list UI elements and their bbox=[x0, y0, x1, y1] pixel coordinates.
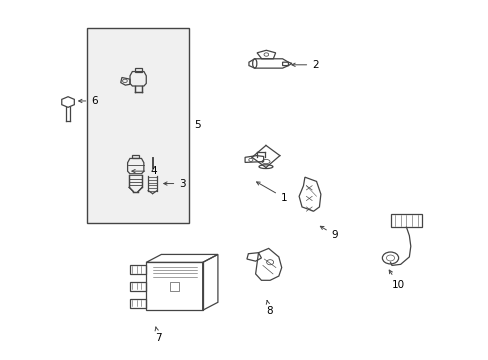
Text: 5: 5 bbox=[193, 120, 200, 130]
Bar bbox=[169, 282, 179, 291]
Text: 3: 3 bbox=[163, 179, 185, 189]
Text: 6: 6 bbox=[79, 96, 98, 106]
Text: 7: 7 bbox=[155, 327, 162, 343]
Text: 2: 2 bbox=[291, 60, 318, 70]
Text: 9: 9 bbox=[320, 226, 338, 240]
Text: 10: 10 bbox=[388, 270, 404, 289]
Bar bbox=[87, 28, 188, 222]
Text: 4: 4 bbox=[132, 166, 157, 176]
Text: 1: 1 bbox=[256, 182, 287, 203]
Text: 8: 8 bbox=[265, 301, 272, 316]
